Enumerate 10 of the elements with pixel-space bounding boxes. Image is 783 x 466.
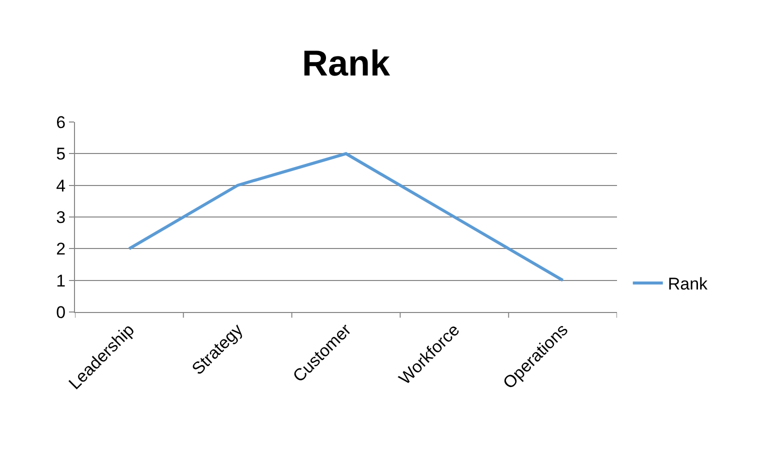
y-tick-label: 3 — [56, 208, 66, 227]
y-tick-label: 2 — [56, 240, 66, 259]
line-series — [128, 152, 564, 282]
y-tick-label: 0 — [56, 302, 66, 322]
y-tick-label: 5 — [56, 144, 66, 164]
y-tick-label: 6 — [56, 112, 66, 132]
legend-label: Rank — [668, 274, 708, 294]
y-tick-label: 1 — [56, 271, 66, 290]
chart-title: Rank — [302, 42, 391, 84]
y-tick-label: 4 — [56, 176, 66, 196]
